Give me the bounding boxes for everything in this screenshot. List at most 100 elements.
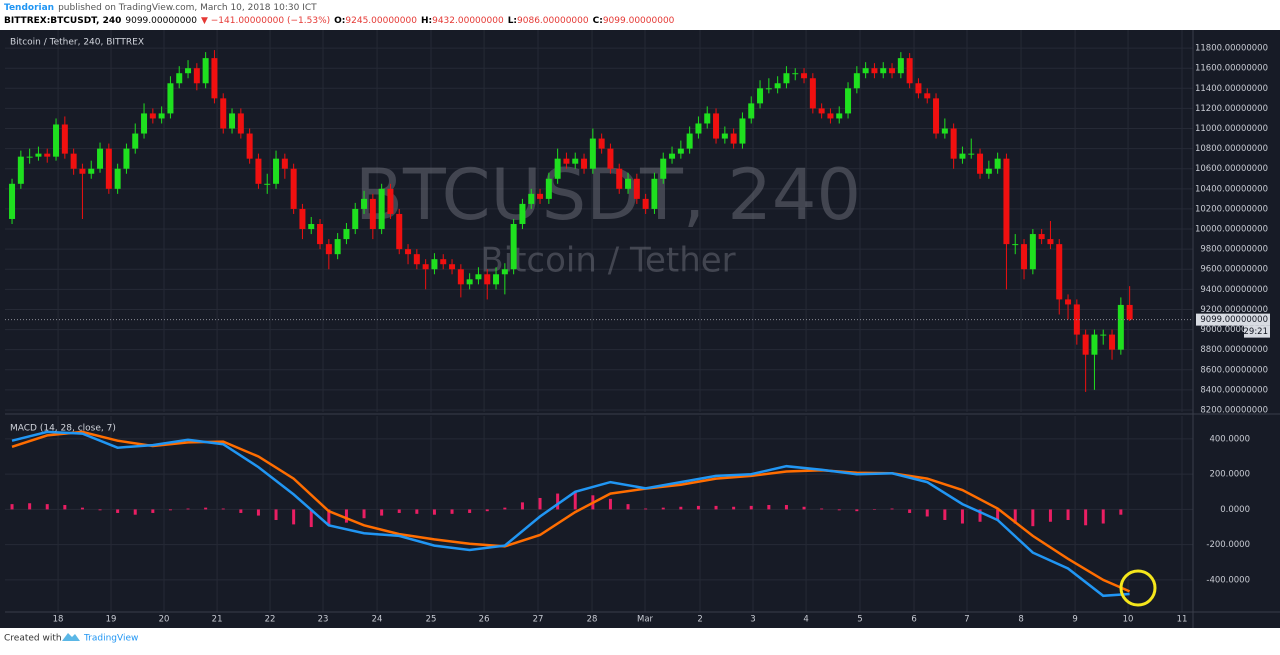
candle-body: [299, 208, 306, 230]
author[interactable]: Tendorian: [4, 3, 54, 13]
candle-body: [880, 68, 887, 74]
x-tick-label: 2: [697, 615, 702, 625]
marks: [5, 50, 1193, 598]
histogram-bar: [151, 509, 155, 513]
candle-body: [774, 83, 781, 89]
histogram-bar: [432, 509, 436, 515]
countdown-label: 29:21: [1244, 327, 1269, 337]
histogram-bar: [10, 504, 14, 510]
candle-body: [625, 178, 632, 189]
candle-body: [352, 208, 359, 230]
y-tick-label: 200.0000: [1209, 470, 1250, 480]
y-tick-label: 9400.00000000: [1200, 285, 1268, 295]
y-tick-label: 8800.00000000: [1200, 345, 1268, 355]
footer-bar: [0, 628, 1280, 651]
candle-body: [308, 224, 315, 230]
x-tick-label: 21: [212, 615, 223, 625]
y-tick-label: 9000.00000000: [1200, 325, 1268, 335]
candle-body: [114, 168, 121, 189]
candle-body: [845, 88, 852, 114]
histogram-bar: [327, 509, 331, 526]
candle-body: [801, 73, 808, 79]
candle-body: [325, 244, 332, 255]
histogram-bar: [714, 505, 718, 510]
candle-body: [906, 58, 913, 84]
candle-body: [818, 108, 825, 114]
candle-body: [158, 113, 165, 119]
y-tick-label: 9600.00000000: [1200, 265, 1268, 275]
candle-body: [985, 168, 992, 174]
histogram-bar: [292, 509, 296, 525]
candle-body: [528, 193, 535, 204]
candle-body: [915, 83, 922, 94]
y-tick-label: -200.0000: [1206, 540, 1250, 550]
histogram-bar: [679, 506, 683, 510]
x-tick-label: 6: [911, 615, 916, 625]
candle-body: [255, 158, 262, 184]
y-tick-label: 10000.00000000: [1195, 225, 1268, 235]
candle-body: [1082, 334, 1089, 355]
x-tick-label: 22: [265, 615, 276, 625]
candle-body: [281, 158, 288, 169]
y-tick-label: 10200.00000000: [1195, 204, 1268, 214]
candle-body: [501, 269, 508, 275]
y-tick-label: 10400.00000000: [1195, 184, 1268, 194]
high-label: H:: [421, 16, 432, 26]
candle-body: [290, 168, 297, 209]
candle-body: [1021, 244, 1028, 270]
x-tick-label: 23: [318, 615, 329, 625]
histogram-bar: [221, 508, 225, 510]
histogram-bar: [45, 504, 49, 510]
candle-body: [1056, 244, 1063, 300]
candle-body: [633, 178, 640, 199]
histogram-bar: [802, 506, 806, 510]
y-tick-label: 10800.00000000: [1195, 144, 1268, 154]
candle-body: [26, 156, 33, 158]
x-tick-label: 25: [426, 615, 437, 625]
candle-body: [977, 153, 984, 174]
candle-body: [607, 148, 614, 169]
histogram-bar: [872, 509, 876, 510]
histogram-bar: [855, 509, 859, 512]
candle-body: [449, 264, 456, 270]
candle-body: [475, 274, 482, 280]
candle-body: [229, 113, 236, 129]
y-tick-label: 11200.00000000: [1195, 104, 1268, 114]
histogram-bar: [837, 509, 841, 511]
y-tick-label: 8400.00000000: [1200, 385, 1268, 395]
candle-body: [1117, 304, 1124, 350]
chart-background: [0, 30, 1280, 628]
candle-body: [660, 158, 667, 179]
candle-body: [871, 68, 878, 74]
candle-body: [563, 158, 570, 164]
candle-body: [457, 269, 464, 285]
histogram-bar: [520, 502, 524, 510]
close-label: C:: [593, 16, 603, 26]
candle-body: [44, 153, 51, 157]
last-price-box: [1196, 313, 1270, 326]
candle-body: [167, 83, 174, 114]
histogram-bar: [1119, 509, 1123, 515]
candle-body: [924, 93, 931, 99]
y-tick-label: 11400.00000000: [1195, 84, 1268, 94]
histogram-bar: [996, 509, 1000, 520]
header-bar: [0, 0, 1280, 30]
histogram-bar: [784, 505, 788, 510]
candle-body: [334, 239, 341, 255]
y-tick-label: 11800.00000000: [1195, 44, 1268, 54]
macd-line: [11, 430, 1130, 598]
brand-link[interactable]: TradingView: [83, 634, 138, 644]
candle-body: [941, 128, 948, 134]
candle-body: [61, 124, 68, 154]
candle-body: [933, 98, 940, 134]
candle-body: [651, 178, 658, 209]
candle-body: [378, 188, 385, 230]
candle-body: [554, 158, 561, 179]
candle-body: [70, 153, 77, 169]
histogram-bar: [732, 506, 736, 510]
candle-body: [792, 73, 799, 75]
histogram-bar: [556, 493, 560, 510]
candle-body: [959, 153, 966, 159]
low-label: L:: [508, 16, 517, 26]
x-tick-label: 9: [1072, 615, 1077, 625]
